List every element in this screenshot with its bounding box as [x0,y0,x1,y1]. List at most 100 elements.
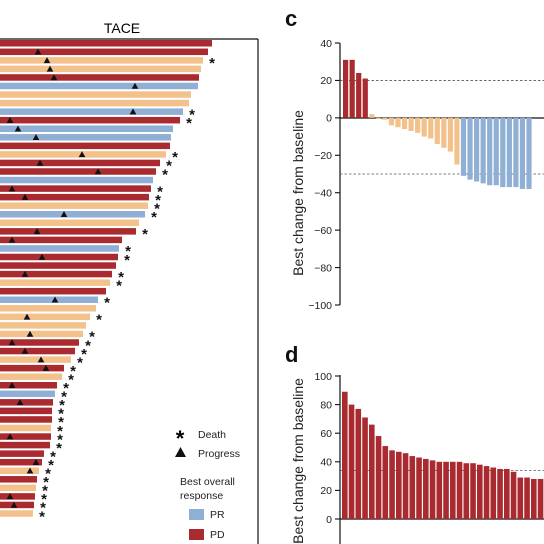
progress-marker [36,159,44,166]
waterfall-bar [477,464,483,519]
pr-legend-label: PR [210,509,225,521]
progress-marker [38,253,46,260]
death-marker: * [209,55,215,72]
swimmer-bar [0,74,199,81]
swimmer-bar [0,176,153,184]
y-tick-label: −20 [314,150,332,162]
waterfall-bar [497,468,503,519]
swimmer-bar [0,65,201,73]
waterfall-bar [517,477,524,519]
waterfall-bar [396,451,402,519]
swimmer-bar [0,287,106,295]
swimmer-bar [0,236,122,244]
waterfall-bar [463,463,470,519]
progress-marker [8,236,16,243]
panel-d-y-axis-title: Best change from baseline [290,378,306,544]
death-marker: * [63,380,69,397]
swimmer-bar [0,364,64,372]
waterfall-bar [454,117,460,165]
progress-marker [8,185,16,192]
progress-legend-symbol [175,447,186,457]
waterfall-bar [510,471,517,519]
waterfall-bar [402,453,409,519]
swimmer-bar [0,382,57,389]
waterfall-bar [395,117,401,128]
progress-marker [6,493,14,500]
swimmer-bar [0,185,151,192]
y-tick-label: 0 [326,113,332,125]
progress-marker [42,364,50,371]
waterfall-bar [355,408,362,519]
waterfall-bar [524,477,530,519]
swimmer-markers: *************************************** [6,48,215,525]
swimmer-bar [0,330,83,338]
waterfall-bar [389,450,395,519]
y-tick-label: 60 [320,428,332,440]
progress-marker [94,168,102,175]
swimmer-bar [0,99,189,107]
panel-c-letter: c [285,6,297,31]
death-marker: * [43,474,49,491]
swimmer-bar [0,48,208,56]
death-marker: * [57,423,63,440]
swimmer-panel: TACE ***********************************… [0,20,259,544]
progress-marker [10,501,18,508]
death-marker: * [172,149,178,166]
progress-marker [33,228,41,235]
y-tick-label: 20 [320,485,332,497]
progress-marker [21,193,29,200]
panel-c-y-axis-title: Best change from baseline [290,110,306,276]
progress-marker [26,467,34,474]
panel-d: d Best change from baseline 0 20 40 60 80 100 [285,342,544,544]
waterfall-bar [456,461,463,519]
waterfall-bar [470,463,476,519]
waterfall-bar [348,404,355,519]
death-marker: * [96,312,102,329]
waterfall-bar [434,117,440,145]
swimmer-bar [0,390,55,398]
death-marker: * [57,431,63,448]
waterfall-bar [441,117,447,148]
waterfall-bar [513,117,519,188]
swimmer-bar [0,416,52,423]
death-marker: * [89,329,95,346]
waterfall-bar [537,478,544,519]
waterfall-bar [504,468,510,519]
y-tick-label: 40 [320,457,332,469]
waterfall-bar [369,424,375,519]
waterfall-bar [362,417,368,519]
swimmer-bar [0,484,36,492]
panel-d-y-ticks: 0 20 40 60 80 100 [314,371,340,526]
death-marker: * [58,406,64,423]
death-marker: * [162,166,168,183]
waterfall-bar [382,446,389,519]
swimmer-bar [0,134,171,141]
swimmer-title: TACE [104,20,140,36]
waterfall-bar [467,117,473,180]
swimmer-bar [0,211,145,218]
swimmer-bar [0,356,71,363]
panel-c: c Best change from baseline −100 −80 −60 −4… [285,6,544,312]
waterfall-bar [450,461,456,519]
swimmer-bar [0,40,212,47]
swimmer-bar [0,441,50,449]
progress-marker [16,399,24,406]
death-marker: * [151,209,157,226]
death-marker: * [56,440,62,457]
waterfall-bar [362,78,368,118]
swimmer-bar [0,125,173,132]
progress-marker [32,458,40,465]
death-marker: * [118,269,124,286]
swimmer-bar [0,108,183,115]
death-marker: * [155,192,161,209]
swimmer-bar [0,116,180,124]
y-tick-label: 20 [320,75,332,87]
y-tick-label: 0 [326,514,332,526]
progress-marker [129,108,137,115]
swimmer-bar [0,219,139,227]
progress-marker [78,151,86,158]
swimmer-bar [0,168,156,175]
death-marker: * [48,457,54,474]
waterfall-bar [526,117,532,189]
y-tick-label: 80 [320,399,332,411]
